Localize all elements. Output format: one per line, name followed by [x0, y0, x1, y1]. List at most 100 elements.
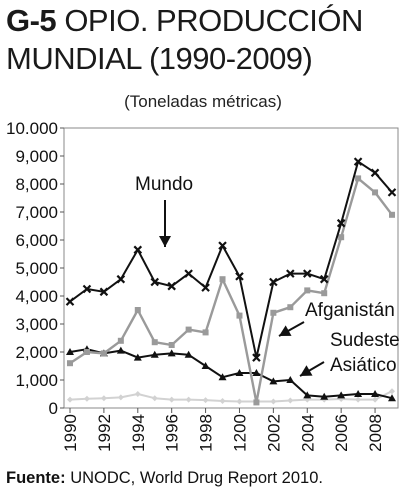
x-tick-label: 2002 [264, 414, 283, 452]
title-text-1: OPIO. PRODUCCIÓN [64, 3, 363, 38]
data-point-afganistan [67, 360, 73, 367]
data-point-afganistan [100, 350, 107, 357]
data-point-mundo [252, 353, 261, 362]
data-point-sudeste-asiatico [116, 346, 125, 354]
title-line-2: MUNDIAL (1990-2009) [6, 41, 313, 76]
y-tick-label: 3,000 [15, 315, 58, 334]
data-point-sudeste-asiatico [235, 369, 244, 376]
data-point-sudeste-asiatico [201, 362, 210, 369]
x-tick-label: 2008 [366, 414, 385, 452]
arrow-afganistan-head [279, 325, 292, 336]
x-tick-label: 1994 [129, 414, 148, 452]
series-line-afganistan [69, 177, 393, 404]
x-tick-label: 1998 [197, 414, 216, 452]
annotation-sudeste: Sudeste [330, 330, 400, 351]
data-point-other [83, 395, 90, 402]
data-point-sudeste-asiatico [218, 373, 227, 381]
data-point-other [134, 391, 141, 397]
data-point-other [100, 395, 107, 402]
y-tick-label: 5,000 [15, 259, 58, 278]
data-point-mundo [116, 274, 126, 284]
figure-code: G-5 [6, 3, 57, 38]
data-point-mundo [370, 168, 380, 178]
y-tick-label: 9,000 [15, 147, 58, 166]
data-point-mundo [387, 188, 397, 197]
data-point-sudeste-asiatico [354, 390, 363, 397]
annotation-afganistan: Afganistán [305, 300, 395, 321]
chart-title: G-5 OPIO. PRODUCCIÓN MUNDIAL (1990-2009) [6, 2, 402, 78]
data-point-sudeste-asiatico [388, 394, 396, 402]
data-point-mundo [65, 297, 75, 306]
data-point-other [270, 398, 277, 405]
y-tick-label: 10.000 [6, 119, 58, 138]
data-point-sudeste-asiatico [167, 349, 176, 357]
data-point-sudeste-asiatico [286, 376, 295, 383]
y-tick-label: 0 [49, 399, 58, 418]
data-point-sudeste-asiatico [320, 392, 329, 400]
data-point-mundo [235, 272, 244, 281]
y-tick-label: 7,000 [15, 203, 58, 222]
x-tick-label: 2006 [332, 414, 351, 452]
data-point-mundo [82, 284, 92, 294]
data-point-mundo [218, 241, 227, 250]
data-point-other [355, 396, 362, 403]
data-point-afganistan [355, 175, 362, 182]
data-point-other [236, 398, 243, 405]
data-point-other [185, 396, 192, 403]
data-point-other [372, 396, 379, 403]
data-point-afganistan [117, 337, 124, 344]
data-point-mundo [201, 283, 210, 292]
chart-subtitle: (Toneladas métricas) [124, 92, 282, 111]
data-point-mundo [336, 218, 346, 228]
data-point-mundo [353, 157, 363, 166]
data-point-mundo [269, 277, 278, 287]
x-tick-label: 1992 [95, 414, 114, 452]
data-point-sudeste-asiatico [371, 390, 380, 397]
x-tick-label: 2004 [298, 414, 317, 452]
x-tick-label: 1990 [61, 414, 80, 452]
data-point-afganistan [304, 287, 311, 294]
series-line-mundo [69, 160, 393, 359]
data-point-afganistan [270, 309, 277, 316]
data-point-mundo [150, 277, 160, 287]
data-point-other [151, 395, 158, 402]
data-point-afganistan [185, 326, 192, 333]
data-point-afganistan [321, 290, 328, 297]
y-tick-label: 8,000 [15, 175, 58, 194]
data-point-afganistan [168, 342, 175, 348]
data-point-sudeste-asiatico [303, 391, 312, 399]
data-point-afganistan [151, 339, 158, 346]
data-point-mundo [133, 245, 143, 255]
x-tick-label: 1200 [230, 414, 249, 452]
data-point-other [202, 397, 209, 404]
data-point-afganistan [372, 189, 379, 196]
data-point-afganistan [236, 312, 243, 319]
y-tick-label: 4,000 [15, 287, 58, 306]
data-point-sudeste-asiatico [66, 348, 74, 355]
data-point-mundo [167, 281, 176, 291]
data-point-other [117, 394, 124, 401]
data-point-afganistan [253, 399, 260, 406]
data-point-sudeste-asiatico [133, 353, 142, 361]
data-point-afganistan [83, 349, 90, 355]
data-point-sudeste-asiatico [150, 350, 159, 358]
data-point-other [287, 397, 294, 404]
data-point-afganistan [134, 307, 141, 313]
arrow-sudeste-asiatico-head [300, 365, 313, 376]
data-point-afganistan [287, 304, 294, 311]
data-point-other [168, 396, 175, 403]
title-line-1: G-5 OPIO. PRODUCCIÓN [6, 2, 402, 40]
arrow-mundo-head [159, 236, 171, 247]
y-tick-label: 6,000 [15, 231, 58, 250]
data-point-afganistan [389, 211, 395, 218]
annotation-mundo: Mundo [135, 174, 193, 195]
data-point-mundo [319, 274, 329, 284]
y-tick-label: 2,000 [15, 343, 58, 362]
source-text: UNODC, World Drug Report 2010. [70, 469, 323, 487]
data-point-mundo [302, 269, 312, 278]
data-point-sudeste-asiatico [269, 377, 278, 385]
x-tick-label: 1996 [163, 414, 182, 452]
data-point-other [389, 388, 395, 395]
data-point-other [219, 398, 226, 404]
